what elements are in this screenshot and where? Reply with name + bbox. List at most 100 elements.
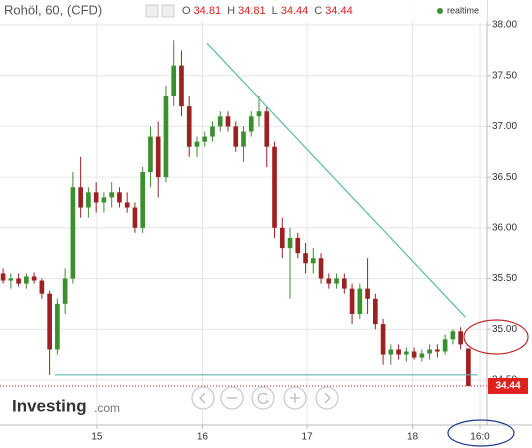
y-tick-label: 35.50 [492,273,517,284]
quote-value: 34.44 [325,5,353,17]
candle-body [163,96,169,178]
candle-body [357,288,363,314]
candle-body [272,146,277,228]
quote: O 34.81 H 34.81 L 34.44 C 34.44 [182,5,353,17]
candle-body [140,172,146,228]
reset[interactable] [251,386,275,410]
candle-body [55,303,60,350]
quote-value: 34.44 [281,5,309,17]
candle-body [0,273,6,281]
candle-body [396,349,401,355]
plot [0,40,487,387]
candle-body [310,258,316,264]
quote-key: O [182,5,191,17]
axis-labels: 34.5035.0035.5036.0036.5037.0037.5038.00… [91,20,528,443]
candle-body [148,136,153,173]
y-tick-label: 36.50 [492,172,517,183]
last-price-tag [488,377,528,394]
candle-body [155,136,161,178]
y-tick-label: 35.00 [492,324,517,335]
candle-body [86,192,91,208]
candle-body [404,351,409,355]
candle-body [388,349,394,355]
candle-body [70,187,76,279]
scroll-left[interactable] [191,386,215,410]
quote-key: L [272,5,278,17]
candle-body [318,258,324,279]
candle-body [295,237,301,254]
candle-body [442,339,448,352]
candle-body [256,111,262,117]
status-dot [437,8,443,14]
chart-title: Rohöl, 60, (CFD) [4,2,102,17]
x-tick-label: 16 [197,432,209,443]
quote-value: 34.81 [238,5,266,17]
candle-body [24,276,29,284]
candle-body [194,141,200,147]
candle-body [380,324,386,355]
quote-key: C [314,5,322,17]
header-icons [145,4,175,18]
candle-body [202,136,208,142]
candle-body [8,278,14,281]
logo-text: Investing [12,396,87,415]
candle-body [334,278,339,284]
candle-body [39,280,45,294]
logo: Investing .com [12,396,120,415]
candle-body [171,65,177,97]
candle-body [341,278,347,289]
candle-body [349,288,355,314]
candle-body [217,116,223,127]
candle-body [132,207,138,228]
candle-body [248,116,254,132]
y-tick-label: 38.00 [492,20,517,31]
candle-body [287,237,293,249]
logo-suffix: .com [94,401,120,415]
status: realtime [447,5,479,15]
x-tick-label: 15 [91,432,103,443]
y-tick-label: 37.50 [492,70,517,81]
candle-body [186,106,192,147]
candle-body [124,202,130,208]
candle-body [241,131,246,147]
last-price-label: 34.44 [495,381,520,392]
candle-body [16,278,21,284]
candle-body [101,197,107,203]
candle-body [210,126,215,137]
y-tick-label: 37.00 [492,121,517,132]
candle-body [411,351,417,358]
candle-body [326,278,332,284]
candle-body [419,353,425,358]
candle-body [373,298,378,325]
candle-body [179,65,184,107]
highlight-ellipse [463,319,529,355]
trend-line [206,42,466,318]
x-tick-label: 16:0 [470,432,490,443]
candle-body [31,276,37,281]
candle-body [279,227,285,249]
candle-body [225,116,231,127]
header-bg [0,0,487,22]
candle-body [93,192,99,203]
candle-body [233,126,239,147]
y-tick-label: 36.00 [492,222,517,233]
candle-body [458,331,463,345]
candle-body [47,293,52,350]
candle-body [62,278,68,304]
nav-buttons [191,386,339,410]
candle-body [117,192,122,203]
quote-value: 34.81 [194,5,222,17]
highlight-ellipse [447,419,515,447]
candle-body [450,331,456,340]
scroll-right[interactable] [315,386,339,410]
candle-body [109,192,114,198]
x-tick-label: 18 [407,432,419,443]
candle-body [303,253,308,264]
x-tick-label: 17 [302,432,314,443]
candle-body [435,349,440,352]
candle-body [466,348,471,386]
candle-body [365,288,370,299]
candle-body [427,349,432,354]
